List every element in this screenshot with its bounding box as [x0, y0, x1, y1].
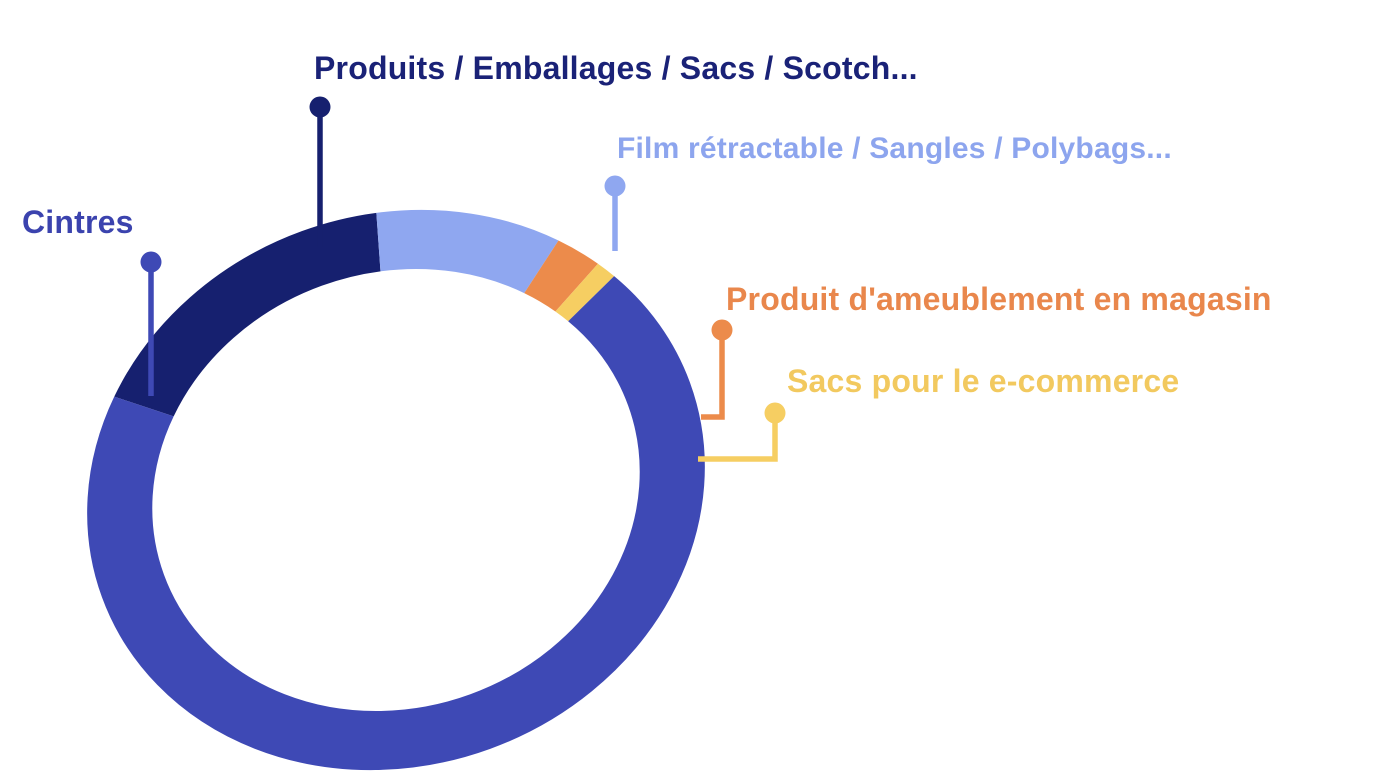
donut-ring [87, 209, 705, 771]
ameublement-callout-dot [711, 319, 733, 341]
cintres-callout-dot [140, 251, 162, 273]
slice-label-film-retractable: Film rétractable / Sangles / Polybags... [617, 132, 1172, 165]
ameublement-callout-line [701, 334, 725, 420]
donut-slice-produits-emballages [87, 209, 705, 771]
sacs-callout-dot [764, 402, 786, 424]
callouts [140, 96, 786, 462]
produits-callout-dot [309, 96, 331, 118]
slice-label-sacs-ecommerce: Sacs pour le e-commerce [787, 363, 1180, 399]
donut-slice-cintres [87, 209, 705, 771]
slice-label-cintres: Cintres [22, 204, 134, 240]
slice-label-ameublement-magasin: Produit d'ameublement en magasin [726, 281, 1272, 317]
film-callout-dot [604, 175, 626, 197]
slice-label-produits-emballages: Produits / Emballages / Sacs / Scotch... [314, 50, 918, 86]
sacs-callout-line [698, 417, 778, 462]
